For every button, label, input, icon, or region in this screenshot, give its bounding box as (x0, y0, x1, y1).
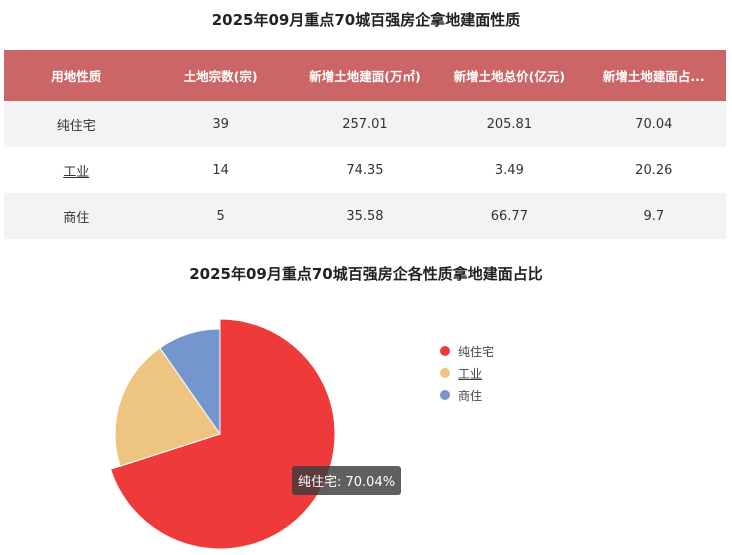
chart-legend: 纯住宅 工业 商住 (440, 340, 494, 406)
pie-tooltip: 纯住宅: 70.04% (292, 466, 402, 495)
legend-label: 工业 (458, 366, 483, 381)
table-row: 工业 14 74.35 3.49 20.26 (4, 147, 726, 193)
table-title: 2025年09月重点70城百强房企拿地建面性质 (211, 11, 521, 29)
pie-slice-commercial-residential[interactable] (159, 328, 221, 436)
cell-land-type: 纯住宅 (4, 101, 149, 147)
legend-swatch (440, 368, 450, 378)
cell-land-count: 14 (148, 147, 293, 193)
legend-swatch (440, 346, 450, 356)
cell-land-type: 商住 (4, 193, 149, 239)
pie-slice-residential[interactable] (109, 318, 336, 550)
legend-label: 纯住宅 (458, 344, 495, 359)
table-header-row: 用地性质 土地宗数(宗) 新增土地建面(万㎡) 新增土地总价(亿元) 新增土地建… (4, 50, 726, 101)
legend-item-residential[interactable]: 纯住宅 (440, 340, 494, 362)
cell-area-share: 70.04 (581, 101, 726, 147)
legend-item-commercial-residential[interactable]: 商住 (440, 384, 494, 406)
cell-new-area: 257.01 (292, 101, 438, 147)
legend-item-industrial[interactable]: 工业 (440, 362, 494, 384)
table-row: 商住 5 35.58 66.77 9.7 (4, 193, 726, 239)
legend-swatch (440, 390, 450, 400)
cell-land-count: 39 (148, 101, 293, 147)
cell-area-share: 9.7 (581, 193, 726, 239)
cell-total-price: 205.81 (437, 101, 582, 147)
land-type-link[interactable]: 工业 (63, 164, 90, 180)
cell-total-price: 3.49 (437, 147, 582, 193)
cell-new-area: 74.35 (292, 147, 438, 193)
header-total-price[interactable]: 新增土地总价(亿元) (437, 50, 582, 101)
chart-title: 2025年09月重点70城百强房企各性质拿地建面占比 (189, 265, 543, 283)
cell-land-type-link[interactable]: 工业 (4, 147, 149, 193)
header-land-count[interactable]: 土地宗数(宗) (148, 50, 293, 101)
cell-total-price: 66.77 (437, 193, 582, 239)
cell-area-share: 20.26 (581, 147, 726, 193)
header-area-share[interactable]: 新增土地建面占... (581, 50, 726, 101)
pie-slice-industrial[interactable] (114, 347, 221, 467)
data-table: 用地性质 土地宗数(宗) 新增土地建面(万㎡) 新增土地总价(亿元) 新增土地建… (4, 50, 726, 239)
cell-land-count: 5 (148, 193, 293, 239)
pie-chart (109, 318, 336, 550)
table-row: 纯住宅 39 257.01 205.81 70.04 (4, 101, 726, 147)
legend-label: 商住 (458, 388, 483, 403)
header-land-type[interactable]: 用地性质 (4, 50, 149, 101)
cell-new-area: 35.58 (292, 193, 438, 239)
header-new-area[interactable]: 新增土地建面(万㎡) (292, 50, 438, 101)
